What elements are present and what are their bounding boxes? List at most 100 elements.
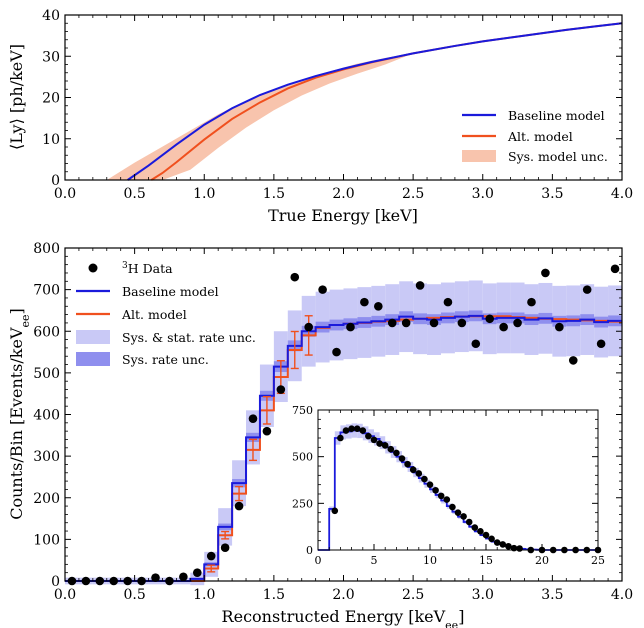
top-y-tick-label: 30: [42, 49, 60, 65]
legend-baseline-label: Baseline model: [508, 108, 605, 123]
bottom-x-tick-label: 1.5: [263, 587, 285, 603]
data-point: [610, 264, 620, 274]
bottom-y-tick-label: 100: [33, 532, 60, 548]
top-x-axis-label: True Energy [keV]: [268, 206, 418, 225]
inset-data-point: [387, 445, 395, 453]
legend-baseline-label: Baseline model: [122, 284, 219, 299]
inset-data-point: [370, 436, 378, 444]
data-point: [276, 385, 286, 394]
data-point: [471, 339, 481, 349]
light-yield-panel: 0.0 0.5 1.0 1.5 2.0 2.5 3.0 3.5 4.0 0 10 20 30 40 Bas…: [7, 8, 633, 225]
bottom-y-tick-label: 500: [33, 366, 60, 382]
legend-data-label: 3H Data: [122, 261, 173, 276]
data-point: [527, 297, 536, 307]
legend-alt-label: Alt. model: [121, 307, 187, 322]
bottom-x-tick-label: 0.0: [54, 587, 76, 603]
bottom-y-tick-label: 600: [33, 324, 60, 340]
sys-model-unc-area: [106, 53, 414, 180]
inset-data-point: [443, 496, 451, 503]
data-point: [513, 318, 522, 328]
top-x-tick-label: 0.5: [123, 186, 145, 202]
bottom-y-axis-label: Counts/Bin [Events/keVee]: [7, 308, 32, 520]
bottom-y-tick-label: 200: [33, 491, 60, 507]
data-point: [206, 551, 216, 561]
data-point: [248, 414, 258, 423]
legend-data-marker: [88, 263, 98, 273]
data-point: [582, 285, 592, 294]
inset-frame: [317, 409, 599, 551]
bottom-y-tick-label: 400: [33, 408, 60, 424]
data-point: [387, 318, 397, 328]
inset-data-point: [426, 481, 434, 488]
top-y-tick-label: 0: [51, 173, 60, 189]
data-point: [568, 356, 578, 365]
bottom-x-tick-label: 3.0: [472, 587, 494, 603]
top-y-tick-label: 10: [42, 132, 60, 148]
inset-x-tick-label: 25: [591, 554, 605, 567]
top-x-tick-label: 2.0: [332, 186, 354, 202]
legend-sys-stat-swatch: [76, 330, 110, 344]
data-point: [541, 268, 550, 278]
inset-data-point: [454, 509, 462, 516]
inset-data-point: [404, 460, 411, 468]
inset-data-point: [398, 455, 406, 462]
inset-x-tick-label: 10: [423, 554, 437, 567]
bottom-x-tick-label: 4.0: [611, 587, 633, 603]
inset-data-point: [499, 541, 507, 548]
inset-data-point: [460, 513, 467, 520]
data-point: [332, 347, 341, 357]
inset-x-tick-label: 15: [479, 554, 493, 567]
data-point: [151, 573, 160, 582]
top-x-tick-label: 3.0: [472, 186, 494, 202]
data-point: [192, 568, 202, 577]
top-y-axis-label: ⟨Ly⟩ [ph/keV]: [7, 44, 26, 150]
bottom-x-axis-label: Reconstructed Energy [keVee]: [222, 607, 465, 628]
bottom-x-tick-label: 1.0: [193, 587, 215, 603]
top-x-tick-label: 1.0: [193, 186, 215, 202]
baseline-model-line: [127, 22, 623, 181]
bottom-y-tick-label: 800: [33, 241, 60, 257]
inset-x-tick-label: 0: [315, 554, 322, 567]
bottom-y-tick-label: 300: [33, 449, 60, 465]
data-point: [555, 322, 564, 332]
inset-data-point: [409, 466, 417, 474]
data-point: [429, 318, 439, 328]
inset-data-point: [449, 503, 456, 511]
inset-data-point: [415, 470, 423, 477]
legend-sys-unc-label: Sys. model unc.: [508, 149, 608, 164]
data-point: [485, 314, 495, 324]
inset-data-point: [381, 442, 389, 449]
inset-data-point: [488, 535, 495, 543]
data-point: [290, 272, 300, 282]
inset-y-tick-label: 250: [292, 497, 313, 510]
bottom-y-tick-label: 700: [33, 283, 60, 299]
inset-data-point: [337, 434, 344, 442]
legend-sys-label: Sys. rate unc.: [122, 352, 209, 367]
legend-sys-stat-label: Sys. & stat. rate unc.: [122, 330, 256, 345]
inset-data-point: [493, 539, 501, 546]
data-point: [220, 543, 230, 552]
bottom-x-tick-label: 2.0: [332, 587, 354, 603]
data-point: [457, 318, 467, 328]
top-x-tick-label: 2.5: [402, 186, 424, 202]
data-point: [304, 322, 313, 332]
inset-data-point: [353, 425, 361, 432]
data-point: [374, 301, 383, 311]
inset-data-point: [477, 528, 484, 535]
bottom-x-tick-label: 3.5: [541, 587, 563, 603]
bottom-y-tick-label: 0: [51, 574, 60, 590]
inset-x-tick-label: 20: [535, 554, 549, 567]
inset-data-point: [331, 507, 339, 515]
data-point: [596, 339, 606, 349]
top-x-tick-label: 1.5: [263, 186, 285, 202]
inset-data-point: [342, 427, 350, 434]
inset-data-point: [432, 486, 439, 494]
inset-data-point: [376, 440, 383, 447]
data-point: [499, 322, 508, 332]
data-point: [262, 426, 272, 436]
inset-data-point: [482, 531, 490, 539]
inset-x-tick-label: 5: [371, 554, 378, 567]
legend-sys-unc-swatch: [462, 150, 496, 162]
